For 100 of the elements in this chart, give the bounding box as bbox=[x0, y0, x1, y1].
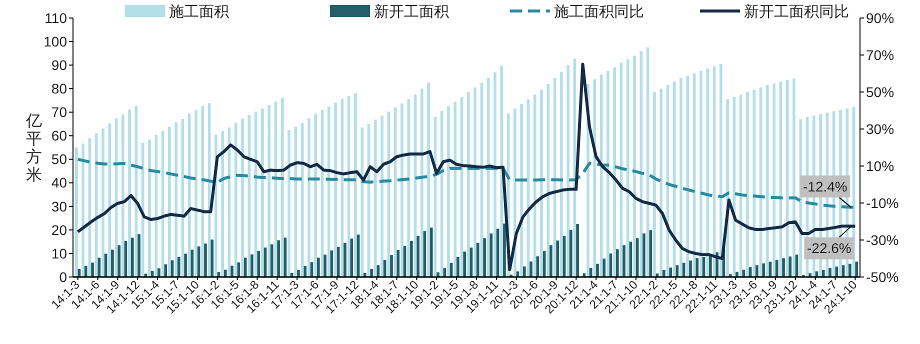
bar bbox=[766, 85, 769, 277]
legend-label: 施工面积同比 bbox=[554, 3, 644, 20]
bar bbox=[194, 110, 198, 277]
bar bbox=[436, 272, 440, 277]
bar bbox=[261, 108, 264, 277]
bar bbox=[808, 273, 812, 277]
y-tick-label: 20 bbox=[51, 222, 68, 238]
bar bbox=[400, 103, 404, 277]
bar bbox=[396, 250, 400, 277]
y2-tick-label: 30% bbox=[866, 120, 894, 137]
bar bbox=[848, 264, 852, 277]
y2-tick-label: 70% bbox=[866, 46, 894, 63]
bar bbox=[350, 238, 354, 277]
line-series bbox=[76, 62, 857, 272]
bar bbox=[174, 122, 178, 277]
bar bbox=[640, 50, 643, 277]
bar bbox=[486, 78, 490, 277]
bar bbox=[308, 118, 310, 277]
bar bbox=[122, 114, 124, 277]
bar bbox=[443, 268, 446, 277]
bar bbox=[822, 270, 825, 277]
bar bbox=[82, 143, 84, 277]
bar bbox=[700, 70, 702, 277]
bar bbox=[380, 116, 384, 277]
bar bbox=[500, 66, 504, 277]
y-tick-label: 60 bbox=[51, 128, 68, 144]
bar bbox=[154, 135, 158, 277]
bar bbox=[596, 264, 599, 277]
bar bbox=[108, 123, 112, 277]
bar bbox=[297, 270, 300, 277]
bar bbox=[360, 127, 364, 277]
bar bbox=[828, 268, 832, 277]
bar bbox=[530, 261, 532, 277]
legend-label: 施工面积 bbox=[169, 3, 229, 20]
bar bbox=[130, 238, 134, 277]
bar bbox=[204, 244, 207, 277]
bar bbox=[556, 240, 560, 277]
bar bbox=[689, 260, 692, 277]
bar bbox=[74, 148, 78, 277]
bar bbox=[855, 262, 858, 277]
bar bbox=[84, 266, 88, 277]
y-tick-label: 50 bbox=[51, 151, 68, 168]
bar bbox=[606, 70, 610, 277]
bar bbox=[91, 262, 94, 277]
bar bbox=[706, 68, 710, 277]
bar bbox=[788, 256, 792, 277]
bar bbox=[569, 230, 572, 277]
bar bbox=[98, 258, 101, 277]
bar bbox=[454, 102, 457, 277]
bar bbox=[672, 82, 676, 277]
y-tick-label: 0 bbox=[59, 268, 68, 285]
bar bbox=[602, 258, 606, 277]
bar bbox=[158, 268, 160, 277]
bar bbox=[118, 245, 121, 277]
bar bbox=[520, 104, 523, 277]
y-tick-label: 70 bbox=[51, 104, 68, 120]
bar bbox=[660, 88, 663, 277]
bar bbox=[622, 245, 626, 277]
bar bbox=[540, 90, 543, 277]
bar bbox=[476, 242, 480, 277]
bar bbox=[613, 67, 616, 277]
bar bbox=[752, 90, 756, 277]
bar bbox=[250, 254, 254, 277]
y2-tick-label: 10% bbox=[866, 158, 894, 174]
y-tick-label: 80 bbox=[51, 80, 68, 97]
bar bbox=[719, 64, 722, 277]
bar bbox=[642, 233, 646, 277]
bar bbox=[334, 102, 337, 277]
bar bbox=[354, 93, 357, 277]
bar bbox=[463, 252, 466, 277]
bar bbox=[407, 98, 410, 277]
bar bbox=[364, 272, 366, 277]
bar bbox=[177, 256, 180, 277]
legend-label: 新开工面积同比 bbox=[744, 3, 849, 20]
bar bbox=[792, 78, 796, 277]
bar bbox=[474, 87, 476, 277]
bar bbox=[390, 255, 393, 277]
bar bbox=[566, 65, 570, 277]
y-tick-label: 40 bbox=[51, 174, 68, 191]
bar bbox=[241, 118, 244, 277]
bar bbox=[762, 263, 765, 277]
bar bbox=[168, 126, 171, 277]
bar bbox=[709, 254, 712, 277]
bar bbox=[550, 245, 552, 277]
bar bbox=[280, 98, 284, 277]
bar bbox=[234, 122, 238, 277]
bar bbox=[314, 114, 318, 277]
bar bbox=[210, 240, 214, 277]
bar bbox=[383, 260, 386, 277]
bar bbox=[775, 260, 778, 277]
bar bbox=[447, 106, 450, 277]
y-tick-label: 100 bbox=[44, 33, 68, 50]
bar bbox=[546, 84, 550, 277]
bar bbox=[102, 128, 104, 277]
bar bbox=[370, 268, 373, 277]
bar bbox=[616, 249, 619, 277]
bar bbox=[327, 106, 330, 277]
y-tick-label: 110 bbox=[44, 10, 68, 26]
annotation: -12.4% bbox=[803, 178, 848, 194]
bar bbox=[736, 272, 738, 277]
